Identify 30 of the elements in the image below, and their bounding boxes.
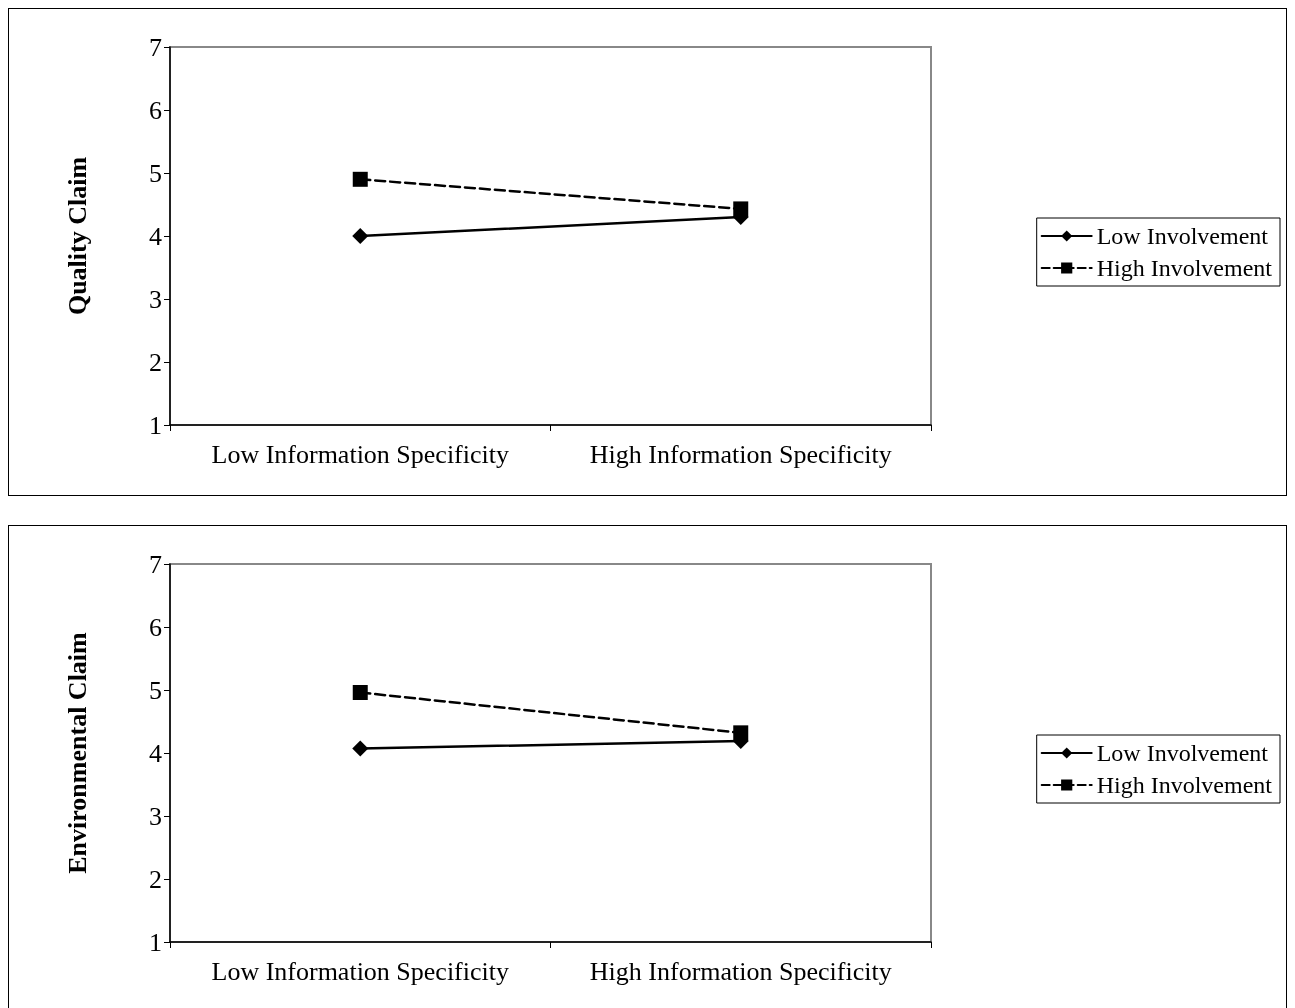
y-axis-title: Environmental Claim bbox=[62, 631, 92, 874]
y-tick-label: 6 bbox=[149, 612, 162, 642]
y-axis-title: Quality Claim bbox=[62, 156, 92, 316]
y-tick-label: 4 bbox=[149, 738, 162, 768]
x-tick-label: High Information Specificity bbox=[589, 956, 892, 986]
y-tick-label: 5 bbox=[149, 158, 162, 188]
y-tick-label: 5 bbox=[149, 675, 162, 705]
y-tick-label: 7 bbox=[149, 32, 162, 62]
x-tick-label: Low Information Specificity bbox=[211, 956, 509, 986]
y-tick-label: 3 bbox=[149, 801, 162, 831]
y-tick-label: 2 bbox=[149, 347, 162, 377]
y-tick-label: 2 bbox=[149, 864, 162, 894]
point bbox=[352, 740, 369, 757]
y-tick-label: 6 bbox=[149, 95, 162, 125]
point bbox=[352, 685, 368, 701]
x-tick-label: High Information Specificity bbox=[589, 439, 892, 469]
y-tick-label: 1 bbox=[149, 410, 162, 440]
y-tick-label: 7 bbox=[149, 549, 162, 579]
point bbox=[733, 725, 749, 741]
point bbox=[352, 171, 368, 187]
y-tick-label: 1 bbox=[149, 927, 162, 957]
legend-label: Low Involvement bbox=[1096, 740, 1269, 766]
y-tick-label: 4 bbox=[149, 221, 162, 251]
legend-label: Low Involvement bbox=[1096, 223, 1269, 249]
point bbox=[733, 201, 749, 217]
x-tick-label: Low Information Specificity bbox=[211, 439, 509, 469]
y-tick-label: 3 bbox=[149, 284, 162, 314]
point bbox=[352, 228, 369, 244]
legend-label: High Involvement bbox=[1096, 772, 1273, 798]
legend-label: High Involvement bbox=[1096, 255, 1273, 281]
